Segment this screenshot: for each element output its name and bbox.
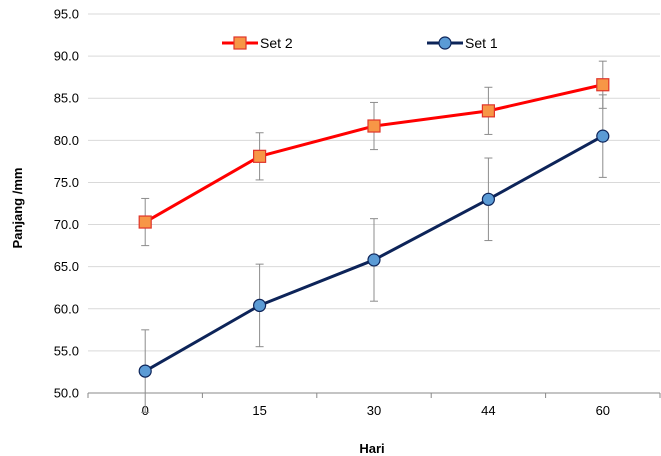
legend-marker <box>438 36 452 50</box>
x-tick-label: 15 <box>252 403 266 418</box>
y-tick-label: 90.0 <box>54 49 79 64</box>
data-point <box>138 215 152 229</box>
x-axis-title: Hari <box>359 441 384 456</box>
data-point <box>481 104 495 118</box>
data-point <box>596 78 610 92</box>
y-tick-label: 65.0 <box>54 259 79 274</box>
data-point <box>253 298 267 313</box>
data-point <box>367 119 381 133</box>
y-tick-label: 95.0 <box>54 7 79 22</box>
series-markers <box>138 78 610 378</box>
y-tick-label: 70.0 <box>54 217 79 232</box>
legend-marker <box>233 36 247 50</box>
data-point <box>596 129 610 143</box>
error-bars <box>141 60 607 413</box>
legend-label: Set 1 <box>465 35 498 51</box>
data-point <box>138 364 152 378</box>
y-tick-label: 80.0 <box>54 133 79 148</box>
data-point <box>481 192 495 206</box>
x-tick-label: 30 <box>367 403 381 418</box>
data-point <box>367 253 381 267</box>
y-axis-ticks: 50.0 55.0 60.0 65.0 70.0 75.0 80.0 85.0 90.0 95.0 <box>54 7 79 401</box>
data-point <box>253 149 267 163</box>
legend: Set 2 Set 1 <box>222 35 498 51</box>
gridlines <box>88 13 660 394</box>
x-tick-label: 44 <box>481 403 495 418</box>
x-tick-label: 60 <box>596 403 610 418</box>
y-tick-label: 50.0 <box>54 386 79 401</box>
y-tick-label: 60.0 <box>54 301 79 316</box>
legend-label: Set 2 <box>260 35 293 51</box>
y-tick-label: 55.0 <box>54 343 79 358</box>
y-tick-label: 85.0 <box>54 91 79 106</box>
y-tick-label: 75.0 <box>54 175 79 190</box>
y-axis-title: Panjang /mm <box>10 168 25 249</box>
